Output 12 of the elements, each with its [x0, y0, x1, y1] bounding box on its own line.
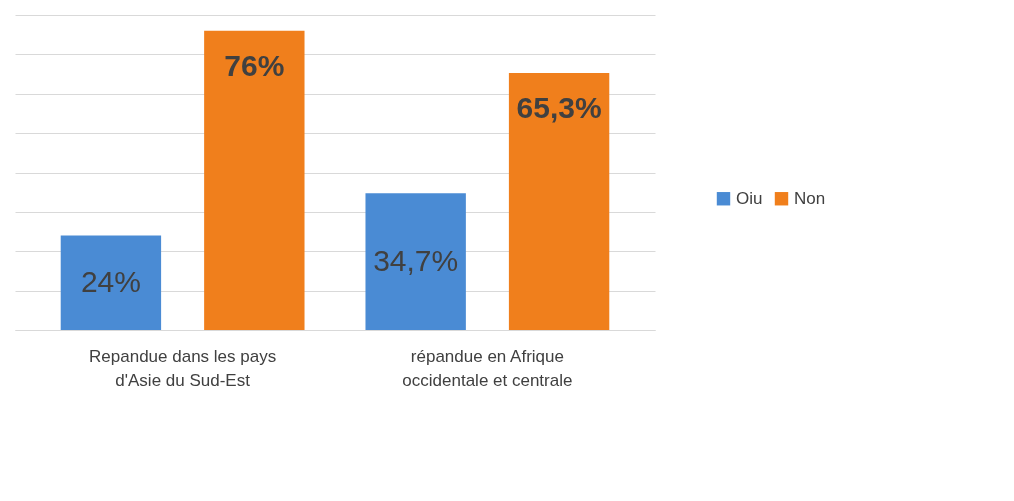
data-label: 24% [80, 264, 141, 298]
data-label: 76% [224, 48, 285, 82]
legend-label: Non [794, 188, 826, 208]
data-label: 34,7% [373, 243, 459, 277]
x-tick-label: répandue en Afrique occidentale et centrale [402, 346, 573, 390]
legend-label: Oiu [736, 188, 763, 208]
bar [508, 72, 610, 330]
x-tick-label: Repandue dans les pays d'Asie du Sud-Est [89, 346, 277, 390]
bar [60, 235, 162, 330]
bar [204, 30, 305, 330]
data-label: 65,3% [516, 90, 602, 124]
bar [365, 193, 466, 330]
